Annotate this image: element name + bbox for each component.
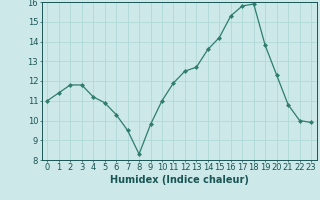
- X-axis label: Humidex (Indice chaleur): Humidex (Indice chaleur): [110, 175, 249, 185]
